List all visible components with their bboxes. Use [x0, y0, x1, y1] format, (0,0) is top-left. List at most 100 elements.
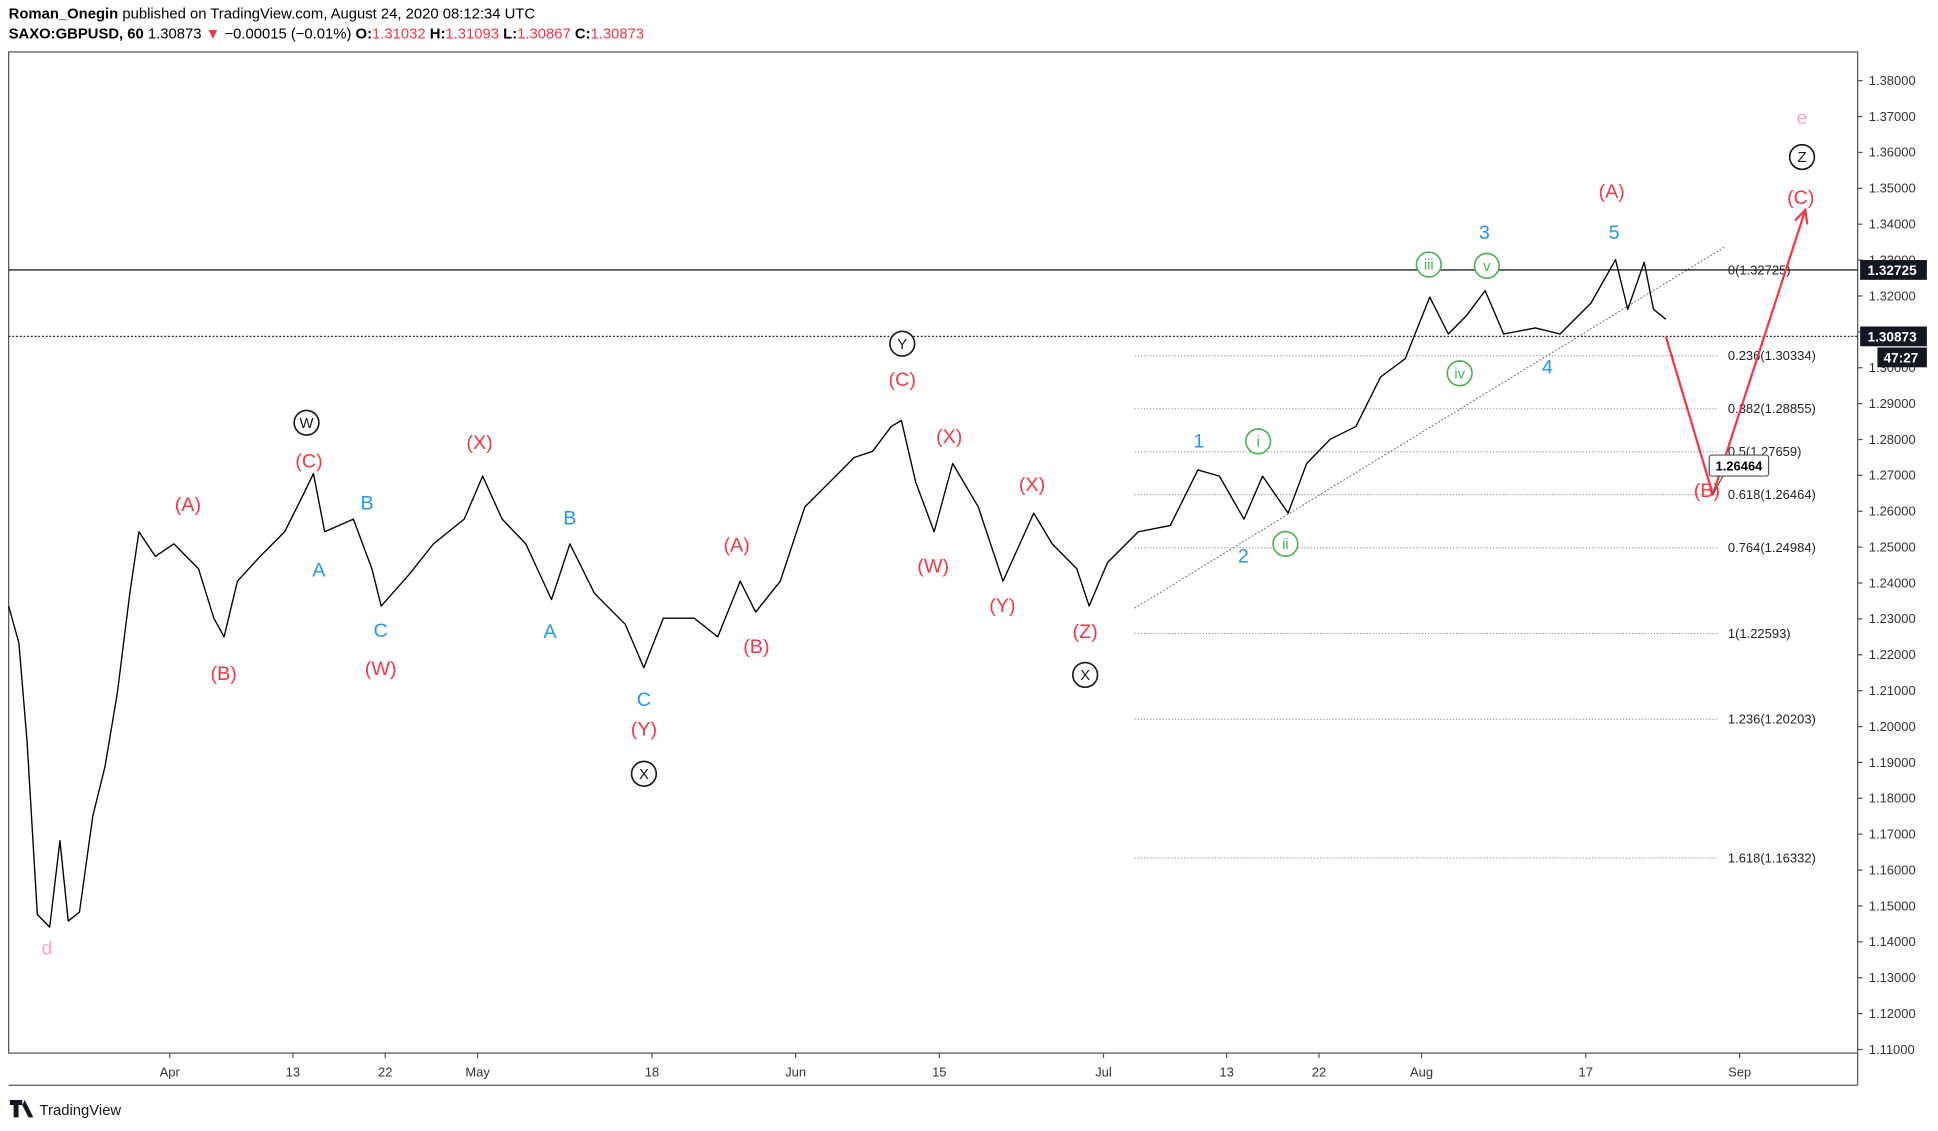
fib-label: 0.236(1.30334) — [1728, 348, 1816, 363]
y-tick-label: 1.22000 — [1869, 647, 1916, 662]
target-pointer — [1712, 475, 1724, 495]
target-box — [1708, 454, 1770, 477]
wave-label: B — [360, 493, 373, 515]
o-key: O: — [356, 26, 372, 42]
symbol: SAXO:GBPUSD, 60 — [9, 26, 144, 42]
price-label-box — [1860, 326, 1927, 347]
wave-label: 3 — [1479, 222, 1490, 244]
wave-label: iii — [1424, 258, 1434, 274]
y-tick-label: 1.28000 — [1869, 432, 1916, 447]
wave-label: C — [374, 620, 388, 642]
fib-label: 0.618(1.26464) — [1728, 487, 1816, 502]
wave-label: (A) — [175, 494, 201, 516]
y-tick-label: 1.26000 — [1869, 504, 1916, 519]
y-tick-label: 1.21000 — [1869, 683, 1916, 698]
y-tick-label: 1.27000 — [1869, 468, 1916, 483]
y-tick-label: 1.34000 — [1869, 217, 1916, 232]
x-tick-label: Jul — [1095, 1065, 1112, 1080]
fib-label: 1.618(1.16332) — [1728, 850, 1816, 865]
y-tick-label: 1.29000 — [1869, 396, 1916, 411]
wave-circle — [293, 409, 320, 436]
wave-circle — [1272, 530, 1299, 558]
author: Roman_Onegin — [9, 7, 119, 23]
wave-label: (X) — [466, 432, 492, 454]
wave-label: (C) — [295, 451, 322, 473]
wave-circle — [1473, 252, 1501, 279]
countdown-box — [1877, 347, 1927, 368]
wave-label: 5 — [1609, 222, 1620, 244]
wave-label: (C) — [889, 369, 916, 391]
open: 1.31032 — [372, 26, 426, 42]
wave-label: ii — [1282, 537, 1289, 553]
last: 1.30873 — [148, 26, 202, 42]
y-tick-label: 1.19000 — [1869, 755, 1916, 770]
wave-label: i — [1257, 434, 1260, 450]
y-tick-label: 1.13000 — [1869, 970, 1916, 985]
y-tick-label: 1.35000 — [1869, 181, 1916, 196]
header-line-1: Roman_Onegin published on TradingView.co… — [9, 7, 536, 23]
wave-label: 4 — [1542, 357, 1553, 379]
wave-label: (Z) — [1073, 621, 1098, 643]
y-tick-label: 1.38000 — [1869, 73, 1916, 88]
x-tick-label: 13 — [1219, 1065, 1233, 1080]
wave-label: (B) — [211, 663, 237, 685]
wave-circle — [889, 330, 916, 357]
y-tick-label: 1.23000 — [1869, 611, 1916, 626]
y-tick-label: 1.24000 — [1869, 575, 1916, 590]
wave-label: (C) — [1787, 187, 1814, 209]
price-label: 1.30873 — [1868, 329, 1918, 344]
wave-label: iv — [1454, 366, 1465, 382]
high: 1.31093 — [445, 26, 499, 42]
y-tick-label: 1.32000 — [1869, 288, 1916, 303]
x-tick-label: Jun — [785, 1065, 806, 1080]
fib-label: 1(1.22593) — [1728, 626, 1791, 641]
y-tick-label: 1.37000 — [1869, 109, 1916, 124]
logo-mark — [9, 1100, 34, 1118]
x-tick-label: 18 — [645, 1065, 659, 1080]
wave-circle — [1415, 251, 1442, 278]
wave-label: (B) — [743, 636, 769, 658]
wave-label: d — [41, 937, 52, 959]
y-tick-label: 1.20000 — [1869, 719, 1916, 734]
brand: TradingView — [40, 1103, 122, 1119]
x-tick-label: Apr — [160, 1065, 181, 1080]
wave-circle — [1446, 360, 1473, 387]
price-label-box — [1860, 260, 1927, 280]
fib-label: 0.382(1.28855) — [1728, 401, 1816, 416]
wave-label: A — [543, 621, 557, 643]
wave-label: v — [1483, 259, 1491, 275]
plot-frame — [8, 51, 1859, 1054]
wave-circle — [1072, 661, 1099, 689]
wave-circle — [630, 760, 658, 787]
trend-line — [1134, 246, 1725, 609]
wave-label: X — [639, 767, 649, 783]
wave-label: Y — [897, 337, 907, 353]
x-tick-label: 13 — [286, 1065, 300, 1080]
wave-label: W — [300, 416, 314, 432]
wave-label: (Y) — [989, 595, 1015, 617]
footer-logo: TradingView — [9, 1100, 122, 1119]
wave-label: (B) — [1694, 480, 1720, 502]
wave-label: (Y) — [631, 719, 657, 741]
wave-label: C — [637, 689, 651, 711]
price-label: 1.32725 — [1868, 263, 1918, 278]
l-key: L: — [503, 26, 517, 42]
wave-label: B — [563, 507, 576, 529]
projection-arrowhead — [1794, 207, 1809, 225]
fib-label: 0.764(1.24984) — [1728, 540, 1816, 555]
y-tick-label: 1.12000 — [1869, 1006, 1916, 1021]
wave-label: X — [1080, 668, 1090, 684]
x-tick-label: May — [465, 1065, 490, 1080]
x-tick-label: Aug — [1410, 1065, 1433, 1080]
fib-label: 1.236(1.20203) — [1728, 712, 1816, 727]
target-label: 1.26464 — [1715, 459, 1763, 474]
arrow: ▼ — [206, 26, 221, 42]
y-tick-label: 1.17000 — [1869, 827, 1916, 842]
y-tick-label: 1.11000 — [1869, 1042, 1915, 1057]
c-key: C: — [575, 26, 591, 42]
wave-label: Z — [1798, 150, 1807, 166]
wave-label: e — [1797, 107, 1808, 129]
